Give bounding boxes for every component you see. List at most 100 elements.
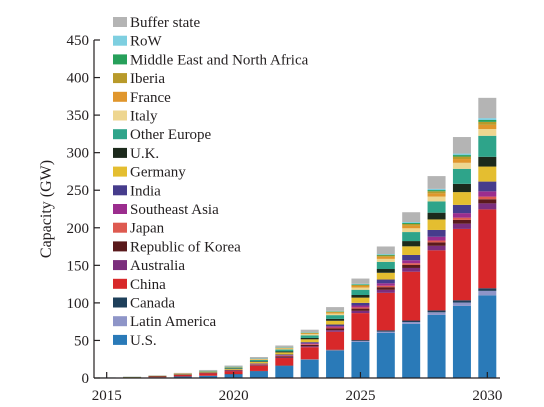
bar-2026-latin-america bbox=[376, 331, 395, 333]
bar-2026-germany bbox=[376, 272, 395, 280]
bar-2023-u-s bbox=[300, 359, 319, 378]
bar-2024-india bbox=[326, 324, 345, 327]
bar-2025-row bbox=[351, 283, 370, 285]
bar-2030-france bbox=[478, 124, 497, 130]
bar-2030-middle-east-and-north-africa bbox=[478, 119, 497, 122]
bar-2026-canada bbox=[376, 330, 395, 332]
y-tick-label: 450 bbox=[67, 33, 90, 49]
bar-2024-southeast-asia bbox=[326, 326, 345, 328]
bar-2024-other-europe bbox=[326, 315, 345, 319]
bar-2026-italy bbox=[376, 258, 395, 262]
bar-2029-u-k bbox=[452, 183, 471, 193]
bar-2029-australia bbox=[452, 223, 471, 229]
bar-2028-u-k bbox=[427, 212, 446, 220]
legend-label-middle-east-and-north-africa: Middle East and North Africa bbox=[130, 52, 309, 68]
bar-2030-row bbox=[478, 118, 497, 120]
bar-2026-republic-of-korea bbox=[376, 287, 395, 290]
y-tick-label: 150 bbox=[67, 258, 90, 274]
bar-2028-u-s bbox=[427, 314, 446, 378]
bar-2020-germany bbox=[224, 368, 243, 370]
bar-2022-republic-of-korea bbox=[275, 356, 294, 358]
bar-2024-australia bbox=[326, 330, 345, 332]
bar-2029-u-s bbox=[452, 305, 471, 378]
bar-2027-other-europe bbox=[402, 232, 421, 242]
bar-2026-u-s bbox=[376, 332, 395, 378]
bar-2027-italy bbox=[402, 228, 421, 233]
legend-swatch-canada bbox=[113, 297, 127, 308]
bar-2029-southeast-asia bbox=[452, 213, 471, 218]
legend-swatch-buffer-state bbox=[113, 17, 127, 27]
bar-2029-buffer-state bbox=[452, 137, 471, 154]
bar-2029-other-europe bbox=[452, 168, 471, 184]
bar-2021-buffer-state bbox=[249, 357, 268, 359]
bar-2030-u-s bbox=[478, 295, 497, 378]
bar-2024-germany bbox=[326, 320, 345, 325]
bar-2021-other-europe bbox=[249, 359, 268, 362]
bar-2025-republic-of-korea bbox=[351, 308, 370, 311]
legend-label-iberia: Iberia bbox=[130, 71, 165, 87]
bar-2029-row bbox=[452, 153, 471, 156]
bar-2023-germany bbox=[300, 339, 319, 343]
legend-label-u-k: U.K. bbox=[130, 146, 159, 162]
bar-2030-india bbox=[478, 181, 497, 192]
bar-2025-france bbox=[351, 285, 370, 288]
bar-2025-middle-east-and-north-africa bbox=[351, 284, 370, 285]
bar-2023-china bbox=[300, 347, 319, 360]
legend-swatch-republic-of-korea bbox=[113, 241, 127, 252]
bar-2017-china bbox=[148, 376, 167, 378]
axes-group bbox=[93, 40, 500, 379]
y-tick-label: 200 bbox=[67, 221, 90, 237]
bar-2026-u-k bbox=[376, 269, 395, 273]
bar-2024-japan bbox=[326, 327, 345, 329]
legend: Buffer state RoW Middle East and North Afr… bbox=[113, 15, 309, 349]
legend-swatch-southeast-asia bbox=[113, 204, 127, 214]
y-tick-label: 350 bbox=[67, 108, 90, 124]
bar-2028-latin-america bbox=[427, 312, 446, 315]
bar-2018-u-s bbox=[173, 376, 192, 378]
bar-2025-australia bbox=[351, 310, 370, 314]
bar-2023-australia bbox=[300, 346, 319, 348]
bar-2027-row bbox=[402, 221, 421, 223]
bar-2027-republic-of-korea bbox=[402, 264, 421, 268]
bar-2022-india bbox=[275, 354, 294, 356]
bar-2022-buffer-state bbox=[275, 345, 294, 348]
bar-2018-buffer-state bbox=[173, 372, 192, 374]
bar-2030-latin-america bbox=[478, 290, 497, 296]
bar-2025-italy bbox=[351, 287, 370, 290]
bar-2030-iberia bbox=[478, 121, 497, 125]
bar-2026-france bbox=[376, 256, 395, 259]
bar-2027-japan bbox=[402, 263, 421, 265]
bar-2025-india bbox=[351, 302, 370, 306]
bar-2027-u-s bbox=[402, 323, 421, 378]
bar-2019-u-s bbox=[199, 375, 218, 378]
bar-2021-u-k bbox=[249, 361, 268, 362]
bar-2027-u-k bbox=[402, 241, 421, 247]
bar-2025-u-k bbox=[351, 295, 370, 298]
bar-2027-middle-east-and-north-africa bbox=[402, 222, 421, 224]
bar-2026-southeast-asia bbox=[376, 283, 395, 286]
bar-2022-italy bbox=[275, 348, 294, 350]
legend-swatch-australia bbox=[113, 260, 127, 271]
bar-2027-australia bbox=[402, 267, 421, 272]
bar-2028-other-europe bbox=[427, 201, 446, 213]
bar-2022-japan bbox=[275, 355, 294, 357]
bar-2024-italy bbox=[326, 313, 345, 316]
bar-2029-latin-america bbox=[452, 302, 471, 306]
legend-swatch-china bbox=[113, 278, 127, 289]
legend-swatch-u-s bbox=[113, 334, 127, 345]
bar-2026-australia bbox=[376, 289, 395, 293]
bar-2024-buffer-state bbox=[326, 307, 345, 311]
bar-2025-iberia bbox=[351, 284, 370, 286]
x-tick-label: 2015 bbox=[92, 388, 122, 404]
bar-2026-china bbox=[376, 292, 395, 331]
bar-2022-china bbox=[275, 358, 294, 366]
bar-2028-china bbox=[427, 250, 446, 311]
bar-2025-canada bbox=[351, 340, 370, 342]
bar-2019-buffer-state bbox=[199, 369, 218, 371]
bar-2024-u-k bbox=[326, 318, 345, 321]
bar-2023-other-europe bbox=[300, 335, 319, 338]
bar-2028-india bbox=[427, 229, 446, 237]
bar-2029-germany bbox=[452, 192, 471, 205]
bar-2027-latin-america bbox=[402, 322, 421, 324]
bar-2023-france bbox=[300, 333, 319, 335]
